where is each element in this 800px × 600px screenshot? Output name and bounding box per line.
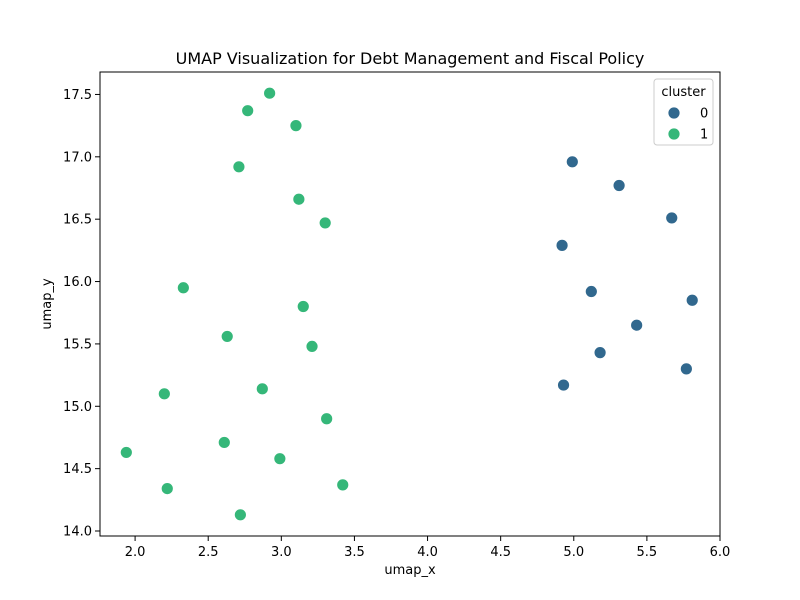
y-tick-label: 14.5: [63, 462, 92, 477]
x-tick-label: 3.5: [344, 545, 365, 560]
data-point-cluster-1: [220, 330, 234, 343]
plot-area: [99, 71, 721, 537]
legend: cluster 0 1: [653, 78, 714, 146]
plot-frame: [99, 71, 721, 537]
data-point-cluster-0: [555, 238, 569, 252]
legend-marker-0: [667, 106, 681, 120]
data-point-cluster-1: [292, 192, 306, 206]
y-tick-label: 14.0: [63, 525, 92, 540]
y-tick-label: 17.0: [63, 150, 92, 165]
x-tick-label: 2.5: [198, 545, 219, 560]
data-point-cluster-1: [232, 160, 246, 174]
data-point-cluster-0: [612, 179, 626, 192]
data-point-cluster-0: [679, 362, 693, 376]
x-tick-label: 5.5: [637, 545, 658, 560]
y-tick-label: 16.0: [63, 275, 92, 290]
legend-title: cluster: [661, 85, 706, 100]
y-axis-label: umap_y: [40, 278, 55, 330]
data-point-cluster-1: [241, 104, 255, 118]
data-point-cluster-1: [176, 281, 190, 295]
data-point-cluster-0: [593, 346, 607, 360]
data-point-cluster-0: [565, 155, 579, 169]
data-point-cluster-0: [685, 293, 699, 307]
legend-label-0: 0: [700, 107, 708, 122]
data-point-cluster-1: [273, 452, 287, 466]
data-point-cluster-1: [336, 478, 350, 492]
legend-marker-1: [667, 127, 681, 141]
x-axis-label: umap_x: [384, 563, 436, 578]
data-point-cluster-1: [233, 508, 247, 522]
data-point-cluster-1: [289, 119, 303, 133]
x-tick-label: 6.0: [710, 545, 731, 560]
data-point-cluster-0: [557, 378, 570, 392]
x-tick-label: 3.0: [271, 545, 292, 560]
y-tick-label: 15.0: [63, 400, 92, 415]
y-tick-label: 17.5: [63, 88, 92, 103]
points-layer: [119, 86, 699, 522]
data-point-cluster-1: [305, 340, 319, 353]
x-tick-label: 4.0: [417, 545, 438, 560]
y-axis: 14.0 14.5 15.0 15.5 16.0 16.5 17.0 17.5: [63, 88, 100, 540]
chart-title: UMAP Visualization for Debt Management a…: [176, 49, 645, 68]
legend-box: [653, 78, 714, 146]
data-point-cluster-0: [665, 211, 679, 225]
x-tick-label: 4.5: [490, 545, 511, 560]
data-point-cluster-1: [217, 436, 231, 449]
data-point-cluster-1: [160, 482, 174, 496]
y-tick-label: 15.5: [63, 337, 92, 352]
data-point-cluster-0: [630, 318, 644, 332]
data-point-cluster-1: [263, 86, 277, 100]
legend-label-1: 1: [700, 128, 708, 143]
data-point-cluster-1: [119, 446, 133, 459]
y-tick-label: 16.5: [63, 213, 92, 228]
data-point-cluster-1: [320, 412, 334, 426]
data-point-cluster-1: [255, 382, 269, 396]
x-tick-label: 5.0: [563, 545, 584, 560]
x-tick-label: 2.0: [125, 545, 146, 560]
data-point-cluster-1: [296, 300, 310, 313]
data-point-cluster-1: [157, 387, 171, 401]
data-point-cluster-1: [318, 216, 332, 230]
data-point-cluster-0: [584, 285, 598, 298]
x-axis: 2.0 2.5 3.0 3.5 4.0 4.5 5.0 5.5 6.0: [125, 536, 731, 560]
